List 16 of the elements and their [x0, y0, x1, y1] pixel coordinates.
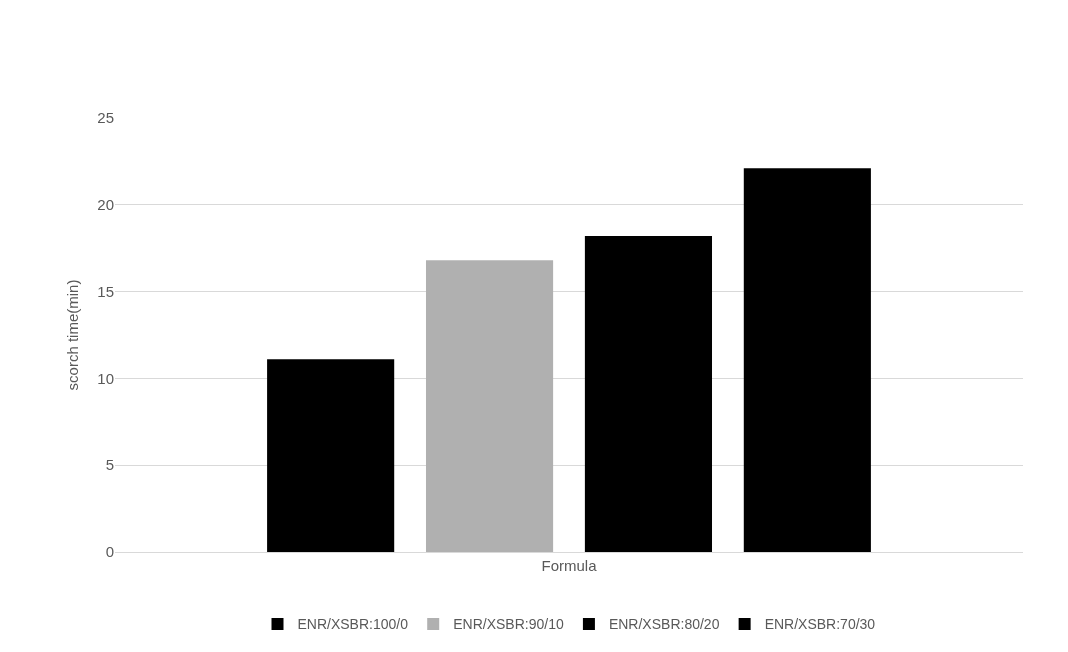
bar	[584, 236, 713, 552]
y-axis-title: scorch time(min)	[63, 279, 81, 391]
y-tick-label: 5	[105, 456, 114, 474]
y-tick-label: 10	[97, 369, 114, 387]
x-tick-label: Formula	[541, 557, 598, 574]
bar	[267, 359, 395, 552]
legend-label: ENR/XSBR:70/30	[764, 616, 876, 633]
y-tick-label: 25	[97, 109, 114, 127]
y-tick-label: 15	[97, 282, 114, 300]
legend-label: ENR/XSBR:80/20	[608, 616, 720, 633]
bar	[743, 168, 871, 552]
bar	[425, 260, 554, 552]
legend-label: ENR/XSBR:100/0	[297, 616, 409, 633]
legend-label: ENR/XSBR:90/10	[453, 616, 564, 633]
y-tick-label: 0	[105, 543, 114, 561]
y-tick-label: 20	[97, 196, 114, 214]
